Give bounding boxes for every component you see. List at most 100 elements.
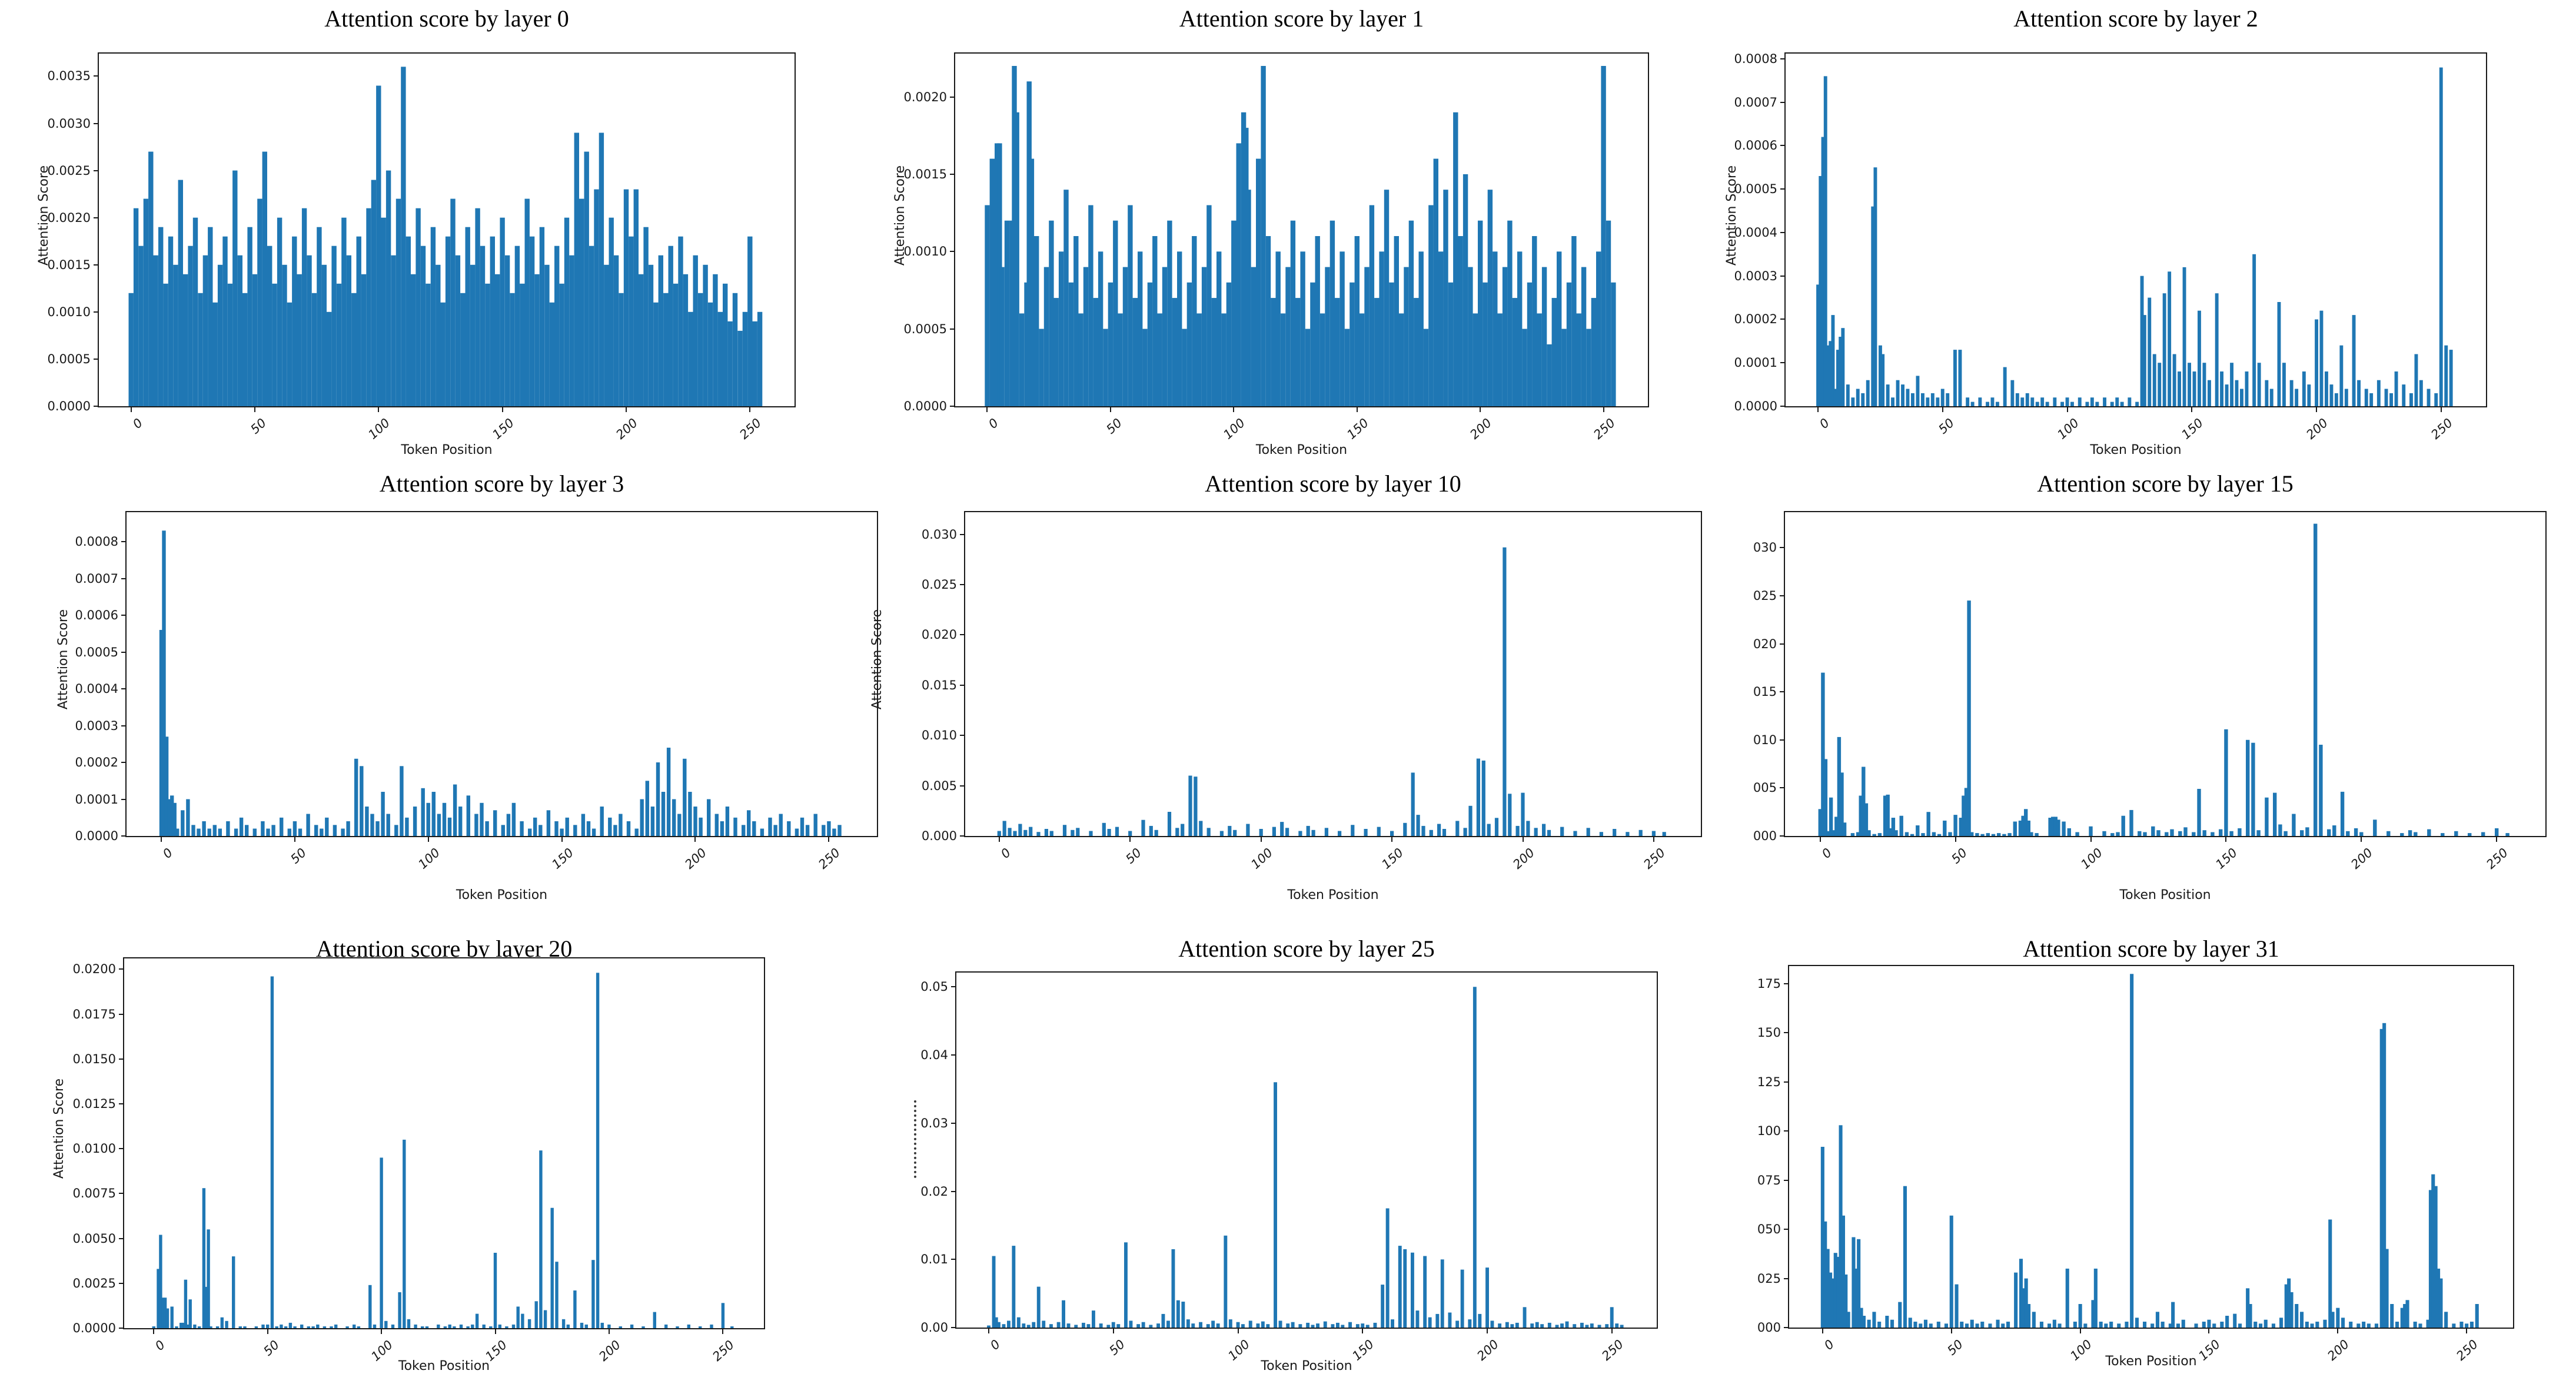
bar [2102, 831, 2106, 836]
bar [2426, 1319, 2430, 1328]
x-tick-mark [625, 407, 627, 412]
bar [2020, 397, 2025, 406]
bar [703, 264, 708, 406]
bar [623, 189, 629, 406]
bar [787, 821, 791, 836]
x-tick-mark [561, 837, 563, 842]
bar [1403, 822, 1407, 836]
bar [630, 1324, 634, 1328]
bar [2067, 828, 2071, 836]
bar [1199, 821, 1203, 836]
bar [1251, 267, 1256, 406]
y-tick-mark [1784, 1032, 1789, 1034]
bar [1996, 1319, 2000, 1328]
bar [292, 821, 297, 836]
bar [1329, 220, 1335, 406]
bar [1398, 1246, 1402, 1328]
bar [159, 630, 164, 836]
bar [511, 802, 516, 837]
plot-frame [1784, 511, 2547, 837]
bar [1560, 827, 1564, 836]
bar [1502, 267, 1508, 406]
x-axis-label: Token Position [2119, 888, 2211, 902]
bar [837, 825, 842, 837]
y-tick-mark [121, 798, 127, 800]
bar [395, 198, 401, 406]
plot-area [1784, 52, 2487, 407]
bar [252, 274, 258, 406]
bar [1899, 815, 1903, 836]
bar [566, 1324, 570, 1328]
bar [181, 810, 185, 837]
bar [1411, 772, 1415, 836]
bar [2085, 402, 2089, 406]
bar [447, 817, 452, 837]
bar [2334, 393, 2338, 406]
x-tick-mark [1950, 1328, 1952, 1333]
y-tick-mark [119, 1237, 124, 1239]
y-tick-label: 0.0005 [75, 645, 118, 659]
bar [247, 227, 252, 406]
bar [356, 236, 361, 406]
bar [1932, 832, 1936, 836]
bar [2409, 393, 2413, 406]
bar [720, 821, 724, 836]
bar [554, 821, 559, 836]
bar [1841, 328, 1845, 406]
bar [1390, 831, 1394, 836]
bar [1571, 236, 1577, 406]
bar [2394, 371, 2398, 406]
bar [1877, 1322, 1882, 1328]
bar [493, 1253, 497, 1328]
bar [1443, 190, 1448, 406]
y-tick-label: 050 [1757, 1222, 1781, 1237]
bar [1181, 824, 1185, 836]
bar [997, 1322, 1001, 1328]
bar [426, 283, 431, 406]
x-tick-mark [2208, 1328, 2210, 1333]
y-tick-label: 0.0005 [47, 351, 91, 366]
bar [1573, 1324, 1577, 1328]
bar [1626, 832, 1630, 836]
bar [2339, 345, 2344, 406]
bar [184, 1279, 188, 1328]
bar [307, 1326, 310, 1328]
bar [1172, 298, 1177, 406]
bar [314, 825, 318, 837]
y-tick-mark [1780, 231, 1786, 233]
y-tick-mark [94, 264, 99, 266]
bar [215, 1326, 220, 1328]
bar [394, 825, 398, 837]
bar [1494, 818, 1499, 836]
bar [994, 1317, 998, 1328]
bar [2030, 397, 2035, 406]
y-tick-mark [951, 986, 956, 988]
bar [197, 1326, 201, 1328]
x-tick-mark [2440, 407, 2442, 412]
x-tick-mark [828, 837, 830, 842]
bar [1606, 220, 1611, 406]
bar [475, 208, 480, 406]
y-tick-label: 025 [1753, 588, 1777, 603]
bar [1290, 220, 1296, 406]
bar [1181, 1302, 1185, 1328]
bar [1970, 832, 1974, 836]
x-tick-label: 150 [1379, 845, 1407, 872]
bar [1116, 1324, 1121, 1328]
bar [1980, 834, 1985, 836]
bar [380, 1157, 383, 1328]
bar [2003, 367, 2007, 406]
bar [1836, 1256, 1840, 1328]
bar [1879, 345, 1882, 406]
bar [580, 1322, 584, 1328]
bar [2029, 832, 2033, 836]
y-tick-mark [1784, 1229, 1789, 1230]
bar [633, 189, 639, 406]
bar [1186, 1319, 1190, 1328]
bar [282, 264, 287, 406]
bar [2208, 380, 2211, 406]
bar [1442, 829, 1447, 836]
bar [500, 217, 505, 406]
bar [1862, 767, 1866, 836]
bar [1955, 1284, 1959, 1328]
